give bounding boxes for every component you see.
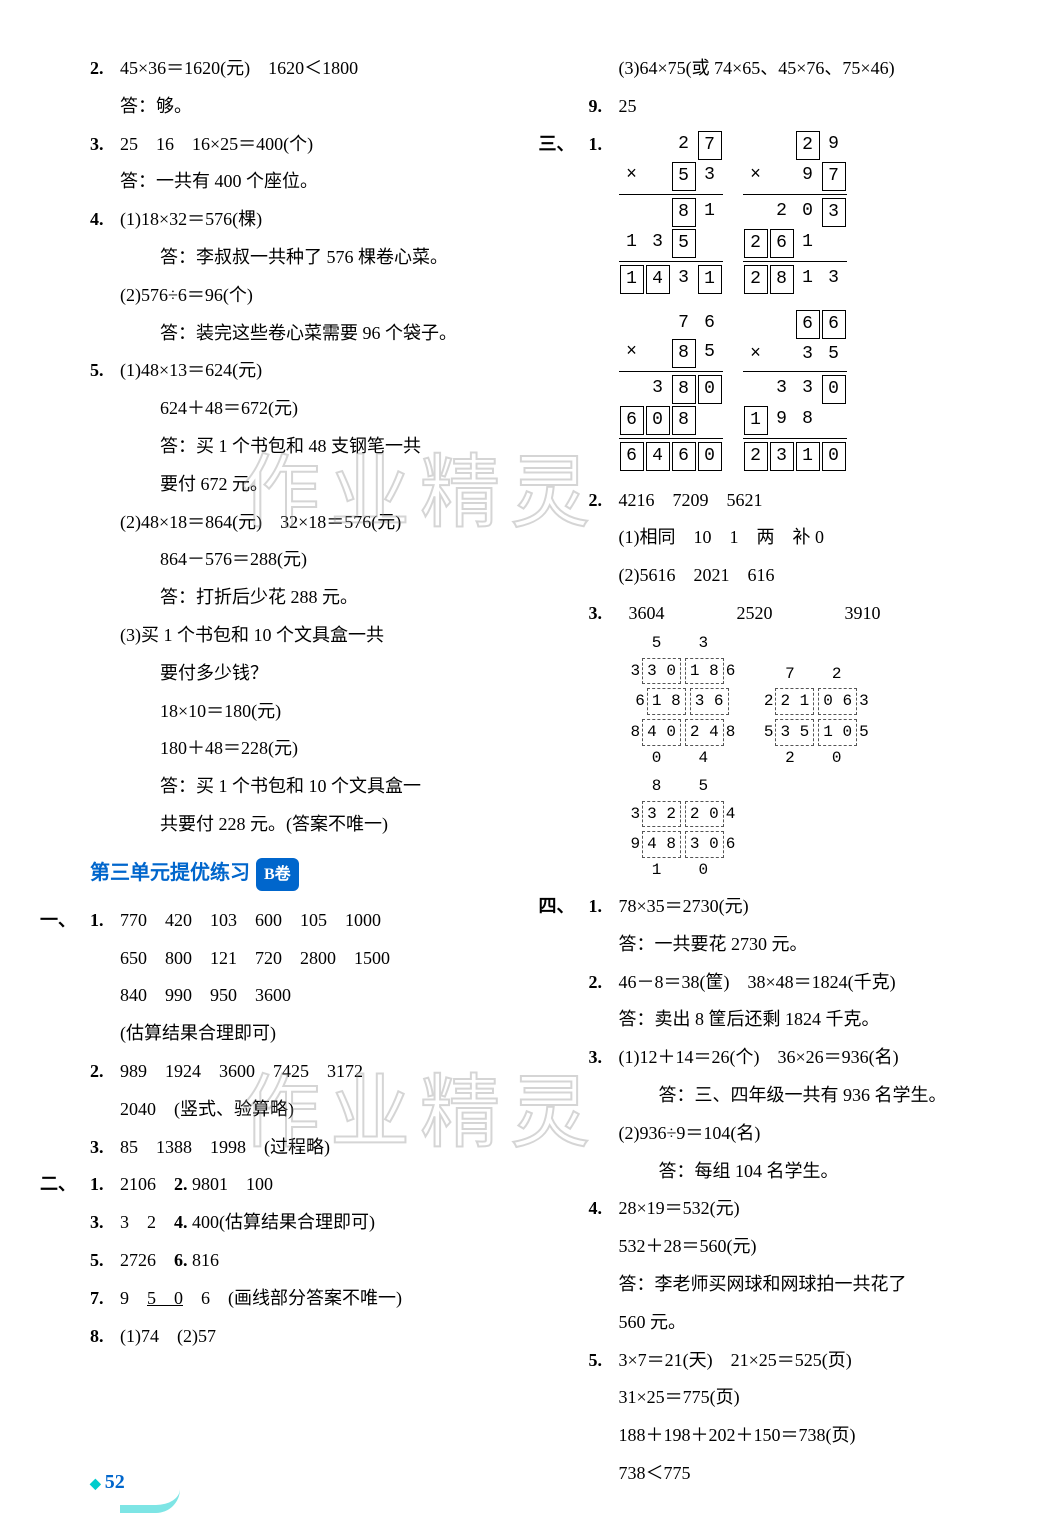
text: 答：一共要花 2730 元。 [539,926,1008,964]
text: (1)相同 10 1 两 补 0 [539,519,1008,557]
item-num: 5. [90,1242,120,1280]
text: (3)买 1 个书包和 10 个文具盒一共 [40,617,509,655]
item-num: 7. [90,1280,120,1318]
badge: B卷 [256,858,299,892]
text: 2726 6. 816 [120,1242,509,1280]
text: 4216 7209 5621 [619,482,1008,520]
item-num: 2. [90,1053,120,1091]
item-num: 9. [589,88,619,126]
text: 25 [619,88,1008,126]
text: (2)936÷9＝104(名) [539,1115,1008,1153]
text: 3×7＝21(天) 21×25＝525(页) [619,1342,1008,1380]
text: 答：买 1 个书包和 10 个文具盒一 [40,768,509,806]
text: 45×36＝1620(元) 1620＜1800 [120,50,509,88]
text: 共要付 228 元。(答案不唯一) [40,806,509,844]
text: 560 元。 [539,1304,1008,1342]
text: 答：每组 104 名学生。 [539,1153,1008,1191]
item-num: 1. [90,902,120,940]
title-text: 第三单元提优练习 [90,862,250,884]
text: 18×10＝180(元) [40,693,509,731]
text: 864－576＝288(元) [40,541,509,579]
text: 31×25＝775(页) [539,1379,1008,1417]
text: 3 2 4. 400(估算结果合理即可) [120,1204,509,1242]
text: 答：卖出 8 筐后还剩 1824 千克。 [539,1001,1008,1039]
item-num: 3. [90,1204,120,1242]
text: 答：买 1 个书包和 48 支钢笔一共 [40,428,509,466]
text: 840 990 950 3600 [40,977,509,1015]
text: 答：李老师买网球和网球拍一共花了 [539,1266,1008,1304]
text: 25 16 16×25＝400(个) [120,126,509,164]
text: 738＜775 [539,1455,1008,1493]
text: 答：装完这些卷心菜需要 96 个袋子。 [40,315,509,353]
text: 答：三、四年级一共有 936 名学生。 [539,1077,1008,1115]
text: (2)576÷6＝96(个) [40,277,509,315]
item-num: 2. [589,964,619,1002]
text: 答：李叔叔一共种了 576 棵卷心菜。 [40,239,509,277]
left-column: 2.45×36＝1620(元) 1620＜1800 答：够。 3.25 16 1… [40,50,509,1493]
section-label: 二、 [40,1166,90,1204]
dash-grid: 7 2 22 10 63 53 51 05 2 0 [764,664,869,769]
item-num: 2. [90,50,120,88]
text: 989 1924 3600 7425 3172 [120,1053,509,1091]
text: 770 420 103 600 105 1000 [120,902,509,940]
text: 532＋28＝560(元) [539,1228,1008,1266]
dash-grid: 5 3 33 01 86 61 83 6 84 02 48 0 4 [631,633,736,769]
item-num: 1. [589,888,619,926]
text: (2)48×18＝864(元) 32×18＝576(元) [40,504,509,542]
text: 2106 2. 9801 100 [120,1166,509,1204]
text: 180＋48＝228(元) [40,730,509,768]
text: (2)5616 2021 616 [539,557,1008,595]
text: 答：打折后少花 288 元。 [40,579,509,617]
text: (3)64×75(或 74×65、45×76、75×46) [539,50,1008,88]
text: 78×35＝2730(元) [619,888,1008,926]
text: 650 800 121 720 2800 1500 [40,940,509,978]
vertical-calcs: 27× 53 81135 1431 29× 97 203261 2813 76×… [619,126,1008,482]
item-num: 1. [90,1166,120,1204]
item-num: 1. [589,126,619,482]
text: 624＋48＝672(元) [40,390,509,428]
item-num: 4. [90,201,120,239]
item-num: 4. [589,1190,619,1228]
section-label: 三、 [539,126,589,482]
text: 46－8＝38(筐) 38×48＝1824(千克) [619,964,1008,1002]
right-column: (3)64×75(或 74×65、45×76、75×46) 9.25 三、1. … [539,50,1008,1493]
text: (1)18×32＝576(棵) [120,201,509,239]
item-num: 8. [90,1318,120,1356]
text: 要付多少钱？ [40,655,509,693]
text: (1)12＋14＝26(个) 36×26＝936(名) [619,1039,1008,1077]
dash-grid: 8 5 33 22 04 94 83 06 1 0 [631,776,736,881]
item-num: 3. [589,1039,619,1077]
item-num: 3. [589,595,619,888]
item-num: 2. [589,482,619,520]
text: 3604 2520 3910 5 3 33 01 86 61 83 6 84 0… [619,595,1008,888]
section-label: 四、 [539,888,589,926]
text: 28×19＝532(元) [619,1190,1008,1228]
text: 要付 672 元。 [40,466,509,504]
text: (1)48×13＝624(元) [120,352,509,390]
text: 答：够。 [40,88,509,126]
text: (1)74 (2)57 [120,1318,509,1356]
item-num: 5. [589,1342,619,1380]
item-num: 5. [90,352,120,390]
page-decoration [120,1489,180,1513]
item-num: 3. [90,1129,120,1167]
text: 2040 (竖式、验算略) [40,1091,509,1129]
section-label: 一、 [40,902,90,940]
text: 188＋198＋202＋150＝738(页) [539,1417,1008,1455]
text: 9 5 0 6 (画线部分答案不唯一) [120,1280,509,1318]
text: (估算结果合理即可) [40,1015,509,1053]
text: 答：一共有 400 个座位。 [40,163,509,201]
section-title: 第三单元提优练习 B卷 [90,852,509,894]
item-num: 3. [90,126,120,164]
text: 85 1388 1998 (过程略) [120,1129,509,1167]
